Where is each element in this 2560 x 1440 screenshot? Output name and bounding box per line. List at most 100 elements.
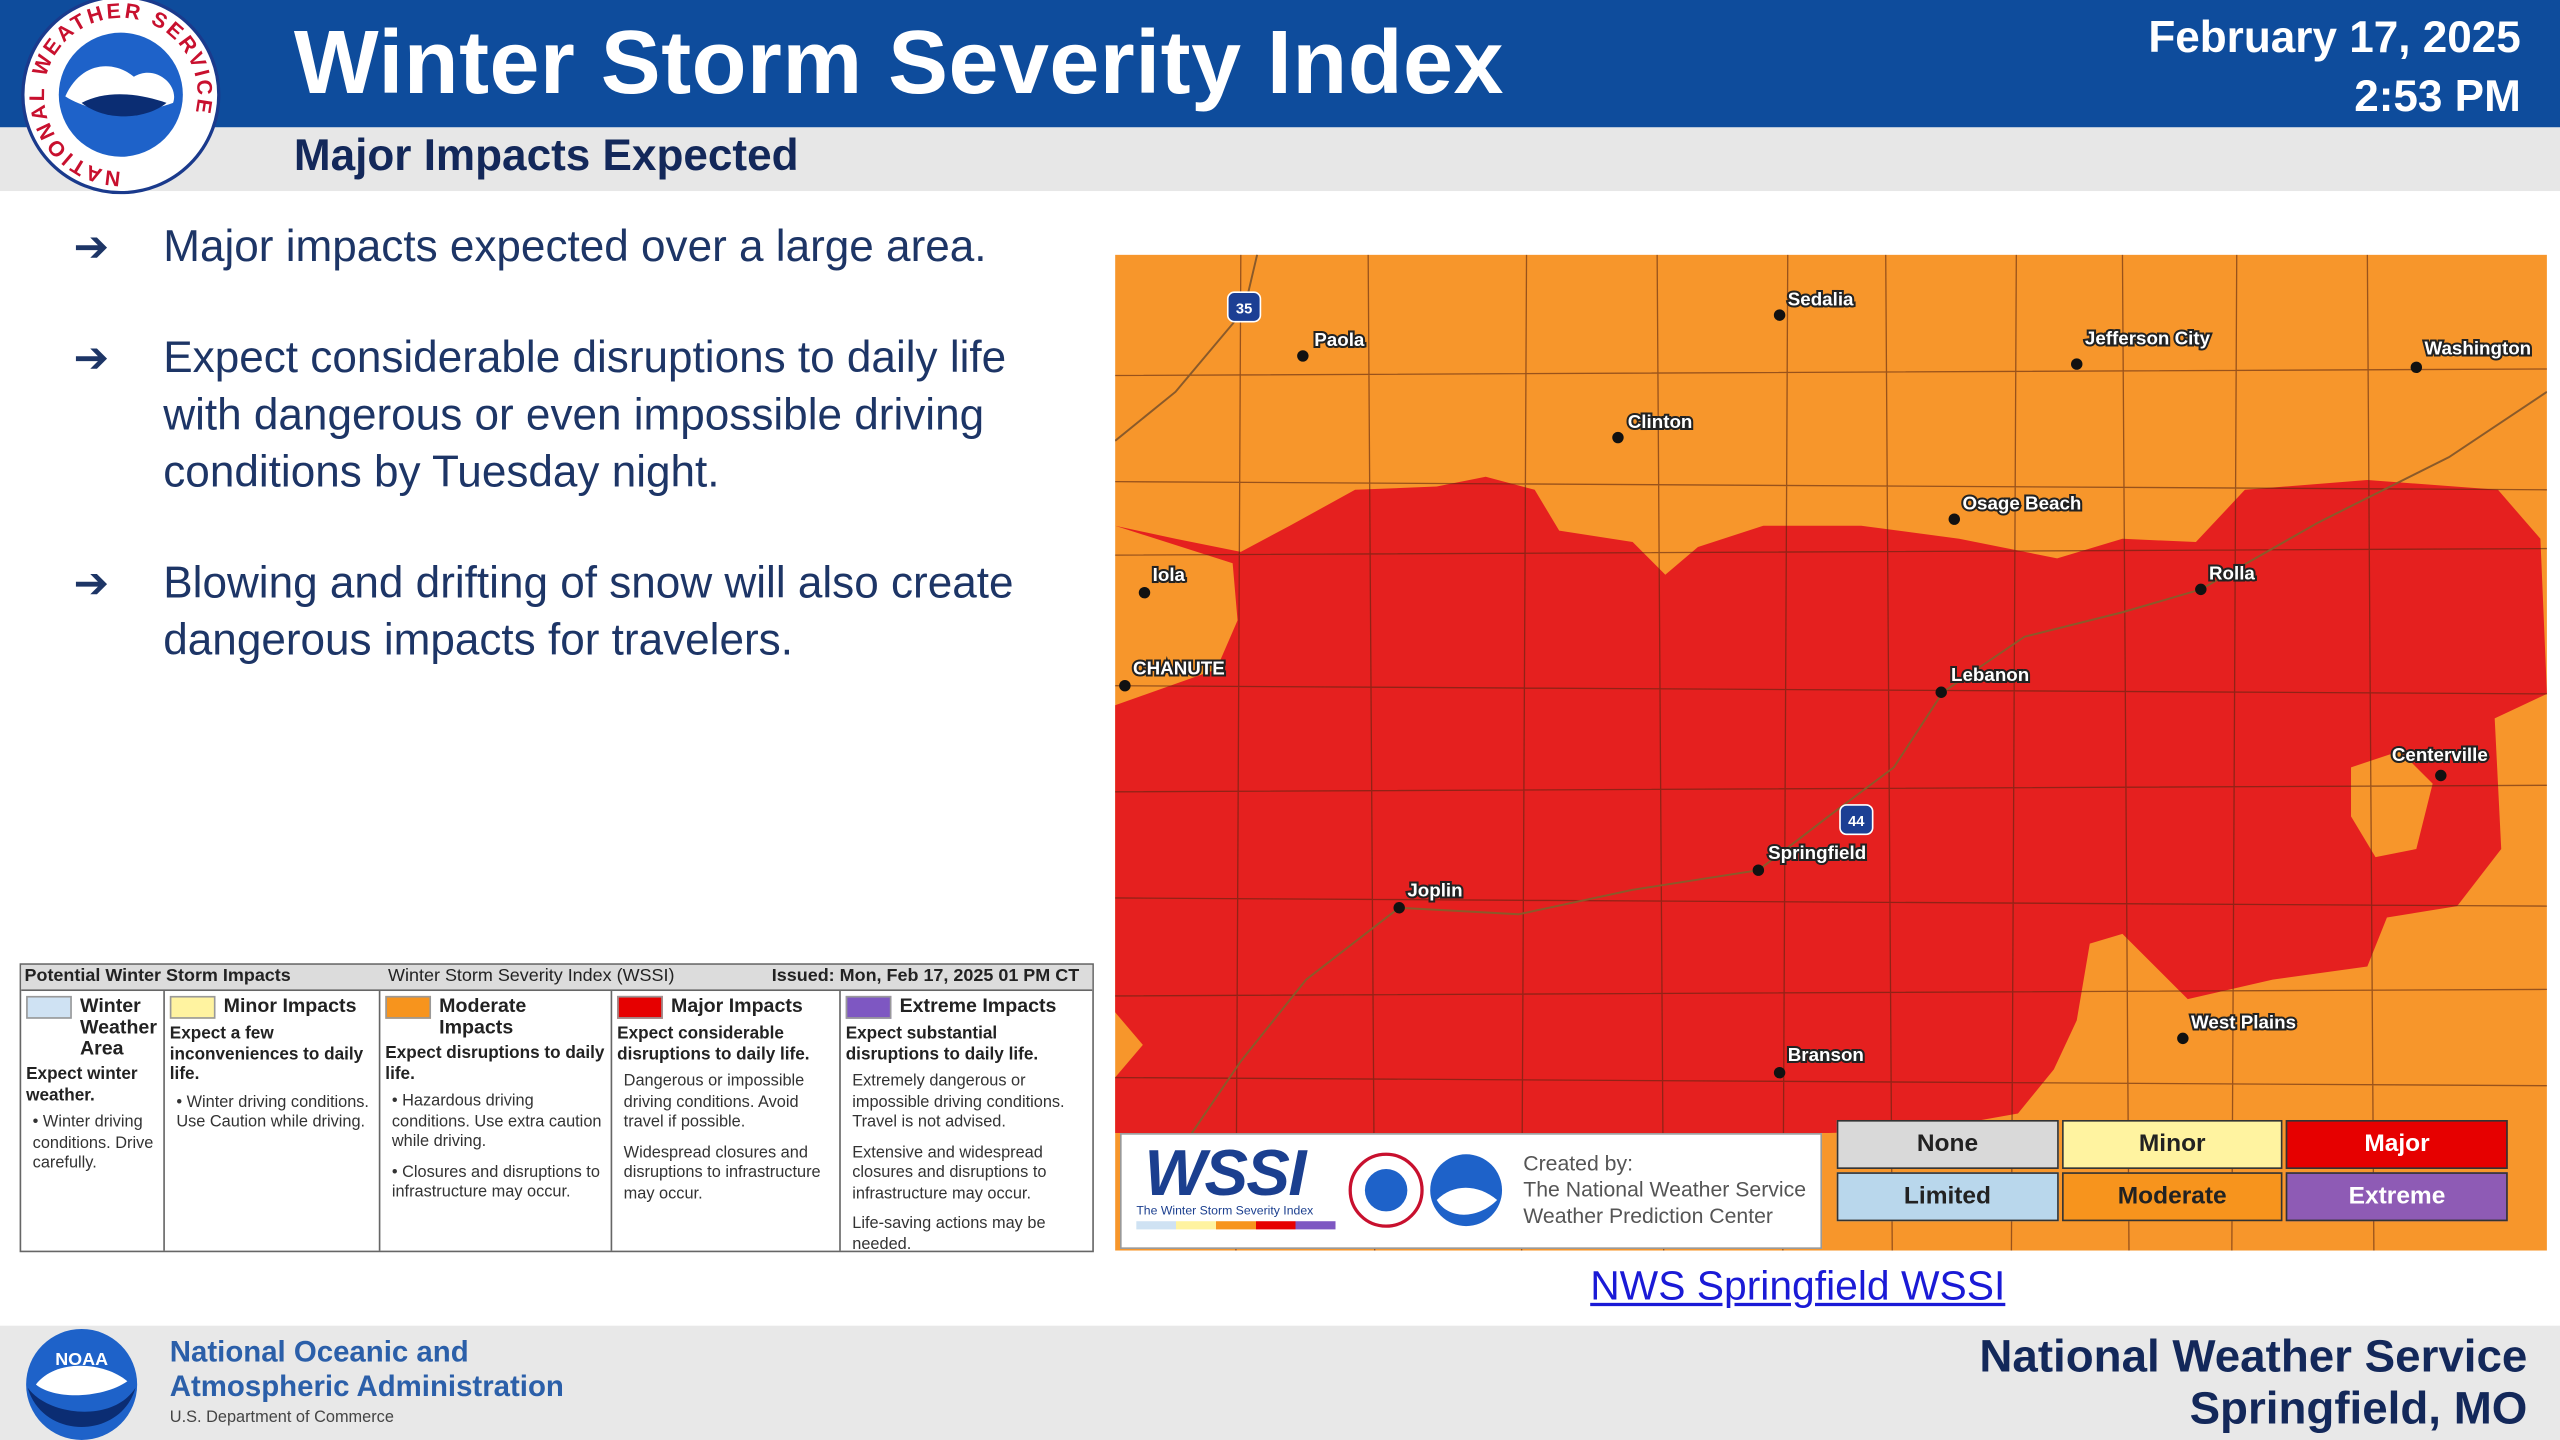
- credit: Created by: The National Weather Service W…: [1523, 1151, 1806, 1229]
- city-label: Springfield: [1768, 842, 1866, 863]
- city-label: CHANUTE: [1133, 657, 1225, 678]
- table-column: Moderate Impacts Expect disruptions to da…: [378, 991, 611, 1251]
- legend-cell: Major: [2286, 1120, 2508, 1169]
- column-bullet: Life-saving actions may be needed.: [852, 1214, 1046, 1251]
- map-legend: None Minor Major Limited Moderate Extreme: [1836, 1120, 2508, 1222]
- column-title-text: Extreme Impacts: [899, 994, 1057, 1018]
- interstate-label: 44: [1848, 814, 1865, 830]
- column-bullet: Widespread closures and disruptions to i…: [623, 1143, 821, 1203]
- city-dot: [2071, 358, 2083, 370]
- bullet: ➔ Major impacts expected over a large are…: [73, 219, 1053, 276]
- bullet-list: ➔ Major impacts expected over a large are…: [73, 219, 1053, 723]
- city-dot: [1393, 902, 1405, 914]
- column-summary: Expect substantial disruptions to daily …: [845, 1023, 1039, 1064]
- city-dot: [2435, 769, 2447, 782]
- subtitle: Major Impacts Expected: [293, 130, 799, 180]
- bullet-text: Expect considerable disruptions to daily…: [163, 333, 1007, 497]
- column-bullet: Extremely dangerous or impossible drivin…: [852, 1072, 1065, 1132]
- column-bullet: Dangerous or impossible driving conditio…: [623, 1072, 805, 1132]
- column-summary: Expect winter weather.: [26, 1064, 138, 1105]
- wssi-caption: The Winter Storm Severity Index: [1136, 1203, 1314, 1218]
- interstate-label: 35: [1236, 301, 1252, 317]
- city-dot: [1935, 686, 1947, 698]
- city-label: Branson: [1788, 1044, 1864, 1065]
- column-title-text: Minor Impacts: [223, 994, 357, 1018]
- city-label: Paola: [1314, 329, 1365, 350]
- city-dot: [1773, 1066, 1786, 1079]
- city-label: West Plains: [2191, 1012, 2296, 1033]
- map: 35 44 Sedalia Jefferson City Washington Paola…: [1115, 254, 2547, 1251]
- city-dot: [1119, 680, 1131, 692]
- bullet: ➔ Expect considerable disruptions to dail…: [73, 330, 1053, 501]
- column-title-text: Moderate Impacts: [439, 994, 527, 1039]
- table-header: Potential Winter Storm Impacts Winter St…: [21, 964, 1093, 992]
- city-label: Clinton: [1628, 411, 1693, 432]
- column-title: Moderate Impacts: [385, 994, 605, 1039]
- nws-logo: NATIONAL WEATHER SERVICE: [21, 0, 221, 195]
- table-subtitle: Winter Storm Severity Index (WSSI): [388, 966, 675, 987]
- noaa-sub: U.S. Department of Commerce: [169, 1408, 394, 1427]
- interstate-shield: [1839, 804, 1874, 836]
- table-column: Winter Weather Area Expect winter weather…: [21, 991, 163, 1251]
- column-title: Minor Impacts: [169, 994, 374, 1019]
- bullet-arrow: ➔: [73, 222, 110, 272]
- city-dot: [1138, 586, 1151, 599]
- swatch: [26, 995, 72, 1019]
- swatch: [169, 995, 216, 1019]
- city-dot: [1773, 309, 1786, 321]
- time: 2:53 PM: [2354, 71, 2521, 121]
- wssi-colorbar: [1136, 1221, 1336, 1230]
- bullet-arrow: ➔: [73, 558, 110, 608]
- table-column: Extreme Impacts Expect substantial disrup…: [839, 991, 1092, 1251]
- city-label: Sedalia: [1788, 288, 1854, 309]
- column-bullet: • Closures and disruptions to infrastruc…: [391, 1163, 600, 1202]
- bullet: ➔ Blowing and drifting of snow will also …: [73, 555, 1053, 669]
- column-bullet: Extensive and widespread closures and di…: [852, 1143, 1047, 1203]
- legend-cell: Limited: [1836, 1172, 2059, 1222]
- column-bullet: • Winter driving conditions. Use Caution…: [176, 1093, 369, 1132]
- noaa-name: National Oceanic and Atmospheric Administ…: [170, 1336, 564, 1405]
- office-line: Springfield, MO: [2189, 1382, 2528, 1434]
- wssi-credit-box: WSSI The Winter Storm Severity Index Cre…: [1120, 1133, 1823, 1249]
- wssi-link[interactable]: NWS Springfield WSSI: [1590, 1263, 2006, 1310]
- highway: [1191, 391, 2547, 1134]
- column-title: Major Impacts: [617, 994, 834, 1019]
- date: February 17, 2025: [2148, 13, 2521, 63]
- column-title: Winter Weather Area: [26, 995, 158, 1060]
- city-label: Centerville: [2392, 744, 2488, 765]
- office-line: National Weather Service: [1979, 1330, 2528, 1382]
- column-title-text: Major Impacts: [671, 994, 803, 1018]
- bullet-text: Blowing and drifting of snow will also c…: [163, 558, 1014, 665]
- city-label: Iola: [1153, 564, 1186, 585]
- table-title: Potential Winter Storm Impacts: [24, 966, 291, 987]
- column-title: Extreme Impacts: [845, 994, 1088, 1019]
- agency-logos: [1348, 1152, 1503, 1228]
- county-lines: [1115, 254, 2547, 1251]
- city-label: Washington: [2424, 337, 2531, 358]
- impact-table: Potential Winter Storm Impacts Winter St…: [19, 963, 1094, 1253]
- noaa-line: National Oceanic and: [169, 1335, 469, 1369]
- city-label: Osage Beach: [1962, 492, 2081, 513]
- noaa-logo: NOAA: [26, 1328, 138, 1440]
- legend-cell: Moderate: [2061, 1172, 2283, 1222]
- swatch: [617, 995, 663, 1019]
- swatch: [845, 995, 892, 1019]
- legend-cell: Minor: [2061, 1120, 2283, 1169]
- city-dot: [1612, 431, 1624, 444]
- column-bullet: • Hazardous driving conditions. Use extr…: [391, 1092, 602, 1152]
- header-bar: [0, 0, 2560, 128]
- table-issued: Issued: Mon, Feb 17, 2025 01 PM CT: [771, 966, 1080, 987]
- city-dot: [2410, 361, 2423, 374]
- noaa-line: Atmospheric Administration: [169, 1369, 564, 1403]
- credit-line: Created by:: [1523, 1151, 1633, 1176]
- highway: [1115, 254, 1259, 442]
- credit-line: The National Weather Service: [1523, 1177, 1807, 1202]
- city-dot: [2177, 1032, 2189, 1045]
- footer: [0, 1325, 2560, 1440]
- column-bullet: • Winter driving conditions. Drive caref…: [32, 1113, 154, 1173]
- interstate-shield: [1226, 291, 1262, 323]
- city-label: Rolla: [2209, 563, 2255, 584]
- major-impact-area: [1115, 476, 2547, 1134]
